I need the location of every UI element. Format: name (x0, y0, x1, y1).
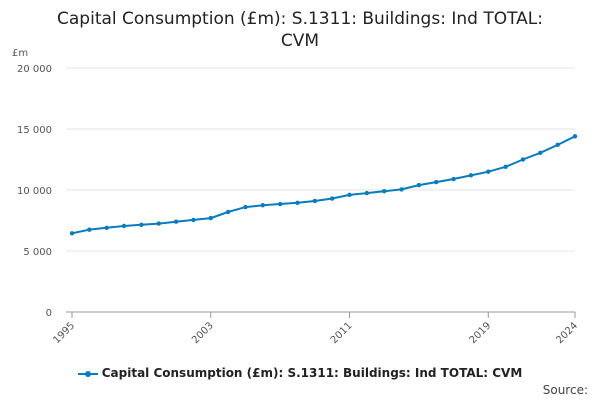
chart-title-line-2: CVM (280, 31, 320, 51)
x-tick-label: 2019 (468, 320, 494, 346)
data-point (243, 204, 248, 210)
x-tick-label: 2003 (190, 320, 216, 346)
chart-title: Capital Consumption (£m): S.1311: Buildi… (0, 8, 600, 52)
data-point (382, 189, 387, 194)
data-point (364, 190, 370, 196)
data-point (347, 192, 352, 198)
data-point (451, 176, 456, 182)
data-point (87, 227, 92, 232)
y-tick-label: 10 000 (17, 186, 52, 197)
data-point (156, 221, 161, 226)
legend: Capital Consumption (£m): S.1311: Buildi… (0, 366, 600, 380)
data-point (468, 173, 474, 178)
data-point (538, 150, 543, 155)
y-tick-label: 0 (46, 308, 52, 319)
x-tick-label: 2024 (554, 320, 580, 346)
gridlines (66, 67, 575, 313)
y-axis-unit-label: £m (12, 48, 28, 59)
series-layer (69, 134, 578, 236)
y-tick-label: 20 000 (17, 64, 52, 75)
data-point (104, 225, 109, 231)
data-point (312, 198, 318, 204)
data-point (486, 169, 491, 174)
data-point (121, 223, 127, 229)
data-point (295, 200, 300, 206)
data-point (434, 179, 439, 185)
y-tick-label: 15 000 (17, 125, 52, 136)
data-point (260, 203, 265, 208)
data-point (329, 196, 335, 201)
data-point (225, 209, 231, 215)
series-line (71, 135, 576, 235)
data-point (572, 134, 578, 139)
data-point (277, 201, 283, 207)
data-point (503, 164, 508, 170)
data-point (191, 217, 196, 223)
source-label: Source: (542, 383, 588, 397)
data-point (173, 219, 179, 224)
legend-swatch (77, 369, 98, 379)
y-tick-label: 5 000 (23, 247, 52, 258)
legend-label: Capital Consumption (£m): S.1311: Buildi… (101, 366, 523, 380)
data-point (416, 182, 422, 188)
chart-title-line-1: Capital Consumption (£m): S.1311: Buildi… (57, 9, 543, 29)
x-tick-label: 2011 (329, 320, 355, 346)
axes: 0 5 000 10 000 15 000 20 000 1995 2003 2011 2019… (17, 64, 580, 346)
data-point (520, 157, 526, 162)
data-point (139, 222, 144, 227)
data-point (555, 142, 560, 148)
data-point (69, 231, 75, 236)
data-point (399, 187, 404, 192)
data-point (208, 215, 213, 221)
x-tick-label: 1995 (51, 320, 77, 346)
